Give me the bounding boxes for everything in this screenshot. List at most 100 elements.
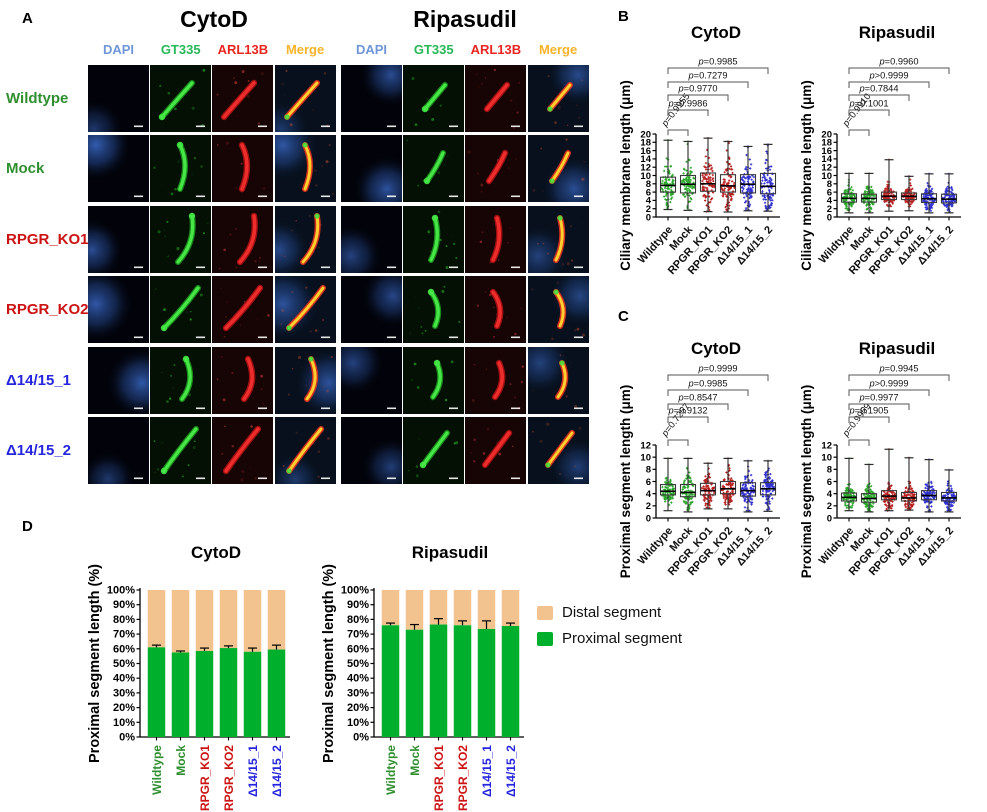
svg-text:RPGR_KO1: RPGR_KO1 <box>198 745 212 811</box>
svg-text:8: 8 <box>646 179 651 190</box>
channel-header-arl13b: ARL13B <box>217 42 269 57</box>
svg-text:p>0.9999: p>0.9999 <box>868 379 908 389</box>
micrograph-merge <box>527 276 589 344</box>
svg-text:0: 0 <box>827 212 832 223</box>
barchart-D-rip: Ripasudil Proximal segment length (%) 0% 10… <box>321 543 524 811</box>
svg-text:Ripasudil: Ripasudil <box>859 23 936 42</box>
svg-text:30%: 30% <box>113 687 135 699</box>
svg-text:14: 14 <box>640 154 651 165</box>
row-label-4: Δ14/15_1 <box>6 371 72 389</box>
svg-text:100%: 100% <box>341 585 369 597</box>
micrograph-dapi <box>341 65 402 132</box>
micrograph-gt335 <box>150 205 212 273</box>
svg-text:CytoD: CytoD <box>691 339 741 358</box>
row-label-0: Wildtype <box>6 90 69 107</box>
svg-text:2: 2 <box>646 501 651 512</box>
svg-text:6: 6 <box>827 187 832 198</box>
svg-text:p=0.9977: p=0.9977 <box>858 393 898 403</box>
svg-text:Wildtype: Wildtype <box>384 745 398 795</box>
micrograph-gt335 <box>150 65 212 132</box>
micrograph-merge <box>274 346 336 414</box>
micrograph-arl13b <box>212 205 274 273</box>
micrograph-merge <box>274 276 336 344</box>
micrograph-gt335 <box>150 135 212 203</box>
micrograph-merge <box>274 205 336 273</box>
svg-text:16: 16 <box>821 146 832 157</box>
svg-text:p=0.7279: p=0.7279 <box>687 71 727 81</box>
svg-text:60%: 60% <box>347 643 369 655</box>
row-label-2: RPGR_KO1 <box>6 230 89 248</box>
legend-swatch-proximal <box>537 631 553 646</box>
channel-header-gt335: GT335 <box>160 42 201 57</box>
panel-c-label: C <box>618 308 629 325</box>
micrograph-dapi <box>88 135 149 203</box>
svg-text:Δ14/15_2: Δ14/15_2 <box>504 745 518 797</box>
micrograph-dapi <box>88 65 149 132</box>
micrograph-arl13b <box>465 135 527 203</box>
svg-text:18: 18 <box>640 138 651 149</box>
micrograph-gt335 <box>150 417 212 484</box>
micrograph-arl13b <box>465 346 527 414</box>
svg-text:Δ14/15_1: Δ14/15_1 <box>480 745 494 797</box>
svg-text:30%: 30% <box>347 687 369 699</box>
micrograph-arl13b <box>465 417 527 484</box>
micrograph-merge <box>274 417 336 484</box>
svg-text:2: 2 <box>646 204 651 215</box>
svg-text:10%: 10% <box>347 717 369 729</box>
svg-text:Mock: Mock <box>408 745 422 776</box>
svg-text:CytoD: CytoD <box>691 23 741 42</box>
micrograph-gt335 <box>403 276 465 344</box>
micrograph-dapi <box>341 346 402 414</box>
micrograph-merge <box>527 65 589 132</box>
micrograph-arl13b <box>212 135 274 203</box>
legend-item-distal: Distal segment <box>537 604 682 621</box>
legend-label-distal: Distal segment <box>562 604 662 621</box>
svg-text:80%: 80% <box>113 614 135 626</box>
micrograph-dapi <box>88 346 149 414</box>
svg-text:0%: 0% <box>353 732 369 744</box>
micrograph-merge <box>274 65 336 132</box>
svg-text:Δ14/15_1: Δ14/15_1 <box>246 745 260 797</box>
micrograph-arl13b <box>465 65 527 132</box>
svg-text:p=0.9945: p=0.9945 <box>878 364 918 374</box>
svg-text:12: 12 <box>640 440 651 451</box>
svg-text:RPGR_KO1: RPGR_KO1 <box>432 745 446 811</box>
svg-text:10: 10 <box>821 452 832 463</box>
svg-text:4: 4 <box>646 196 652 207</box>
svg-text:8: 8 <box>827 465 832 476</box>
panel-a-title-ripasudil: Ripasudil <box>413 6 517 32</box>
svg-text:20%: 20% <box>347 702 369 714</box>
row-label-3: RPGR_KO2 <box>6 301 89 319</box>
svg-text:12: 12 <box>640 163 651 174</box>
svg-text:0: 0 <box>827 513 832 524</box>
micrograph-arl13b <box>212 346 274 414</box>
micrograph-merge <box>527 346 589 414</box>
barchart-D-cytod: CytoD Proximal segment length (%) 0% 10% 20%… <box>87 543 290 811</box>
svg-text:18: 18 <box>821 138 832 149</box>
micrograph-gt335 <box>403 135 465 203</box>
svg-text:80%: 80% <box>347 614 369 626</box>
svg-text:10%: 10% <box>113 717 135 729</box>
micrograph-arl13b <box>212 65 274 132</box>
svg-text:40%: 40% <box>113 673 135 685</box>
svg-text:4: 4 <box>646 489 652 500</box>
svg-text:Proximal segment length (μm): Proximal segment length (μm) <box>801 385 814 579</box>
micrograph-dapi <box>88 276 149 344</box>
svg-text:8: 8 <box>827 179 832 190</box>
svg-text:14: 14 <box>821 154 832 165</box>
svg-text:90%: 90% <box>113 599 135 611</box>
micrograph-arl13b <box>465 205 527 273</box>
svg-text:2: 2 <box>827 204 832 215</box>
row-label-5: Δ14/15_2 <box>6 442 72 459</box>
svg-text:p=0.7844: p=0.7844 <box>858 84 898 94</box>
svg-text:0: 0 <box>646 513 651 524</box>
micrograph-dapi <box>341 276 402 344</box>
svg-text:p=0.9985: p=0.9985 <box>687 379 727 389</box>
micrograph-gt335 <box>403 205 465 273</box>
svg-text:RPGR_KO2: RPGR_KO2 <box>456 745 470 811</box>
svg-text:12: 12 <box>821 163 832 174</box>
svg-text:6: 6 <box>827 477 832 488</box>
svg-text:12: 12 <box>821 440 832 451</box>
micrograph-dapi <box>341 417 402 484</box>
